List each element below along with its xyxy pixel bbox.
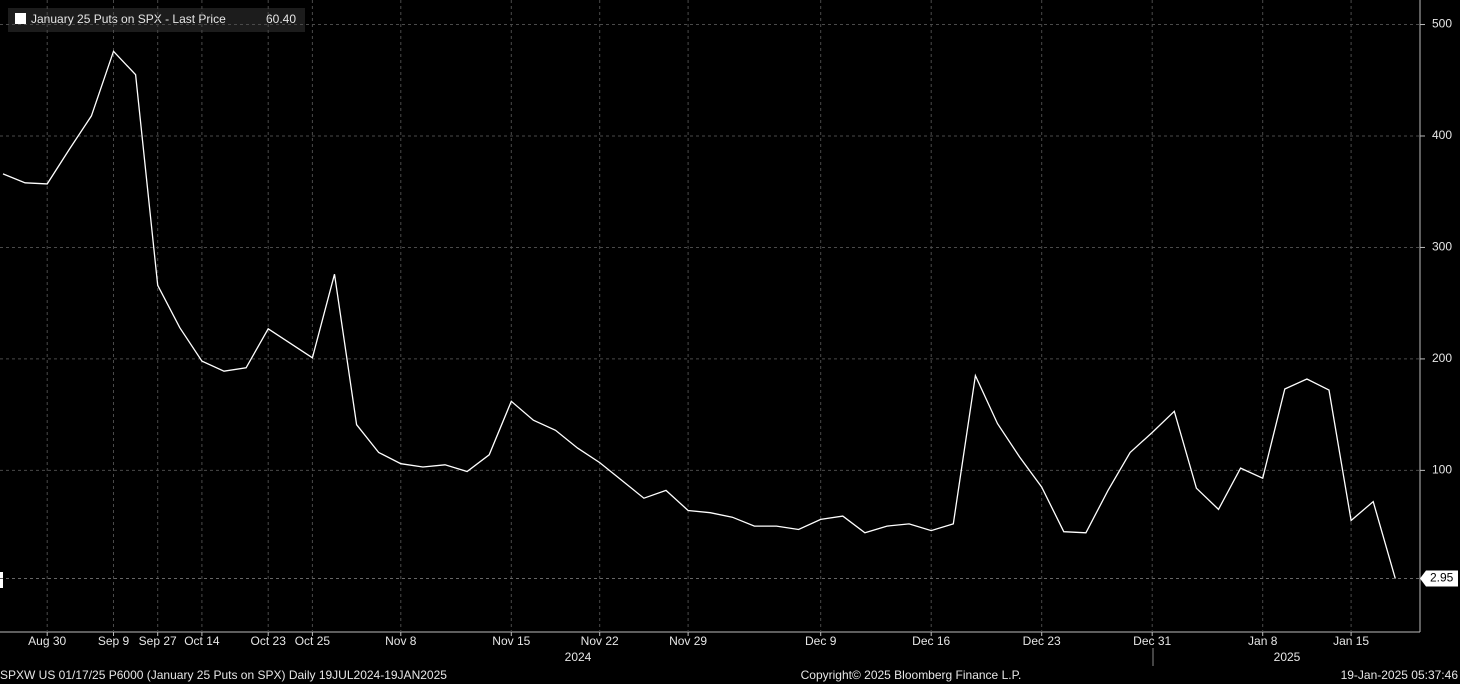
x-tick-label: Oct 14 [184, 634, 220, 648]
legend-box [8, 8, 305, 32]
x-tick-label: Aug 30 [28, 634, 66, 648]
x-tick-label: Oct 25 [295, 634, 331, 648]
legend-swatch [15, 13, 26, 24]
x-tick-label: Dec 16 [912, 634, 950, 648]
x-tick-label: Jan 8 [1248, 634, 1278, 648]
footer-title: SPXW US 01/17/25 P6000 (January 25 Puts … [0, 668, 447, 682]
last-value-tag [1420, 570, 1458, 587]
copyright: Copyright© 2025 Bloomberg Finance L.P. [801, 668, 1022, 682]
x-tick-label: Dec 23 [1023, 634, 1061, 648]
year-label: 2025 [1274, 650, 1301, 664]
y-tick-label: 200 [1432, 351, 1452, 365]
x-tick-label: Dec 9 [805, 634, 837, 648]
x-tick-label: Nov 22 [581, 634, 619, 648]
y-tick-label: 500 [1432, 17, 1452, 31]
x-tick-label: Nov 8 [385, 634, 417, 648]
legend-value: 60.40 [266, 12, 296, 26]
y-tick-label: 400 [1432, 128, 1452, 142]
x-tick-label: Jan 15 [1333, 634, 1369, 648]
left-marker [0, 572, 3, 588]
y-tick-label: 300 [1432, 240, 1452, 254]
legend-label: January 25 Puts on SPX - Last Price [31, 12, 226, 26]
x-tick-label: Sep 27 [139, 634, 177, 648]
last-value-label: 2.95 [1430, 571, 1454, 585]
y-tick-label: 100 [1432, 463, 1452, 477]
x-tick-label: Sep 9 [98, 634, 130, 648]
timestamp: 19-Jan-2025 05:37:46 [1341, 668, 1459, 682]
x-tick-label: Oct 23 [251, 634, 287, 648]
x-tick-label: Dec 31 [1133, 634, 1171, 648]
x-tick-label: Nov 29 [669, 634, 707, 648]
line-series [2, 50, 1396, 579]
year-label: 2024 [565, 650, 592, 664]
x-tick-label: Nov 15 [492, 634, 530, 648]
